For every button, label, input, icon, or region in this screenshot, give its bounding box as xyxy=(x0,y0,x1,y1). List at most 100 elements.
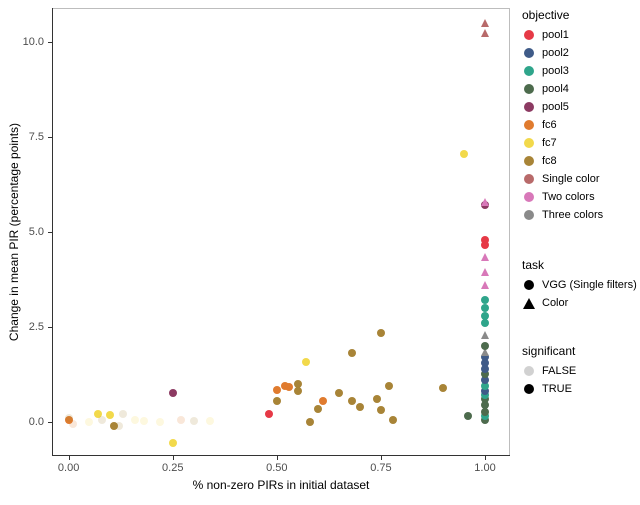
data-point xyxy=(348,397,356,405)
data-point xyxy=(119,410,127,418)
x-tick-mark xyxy=(69,456,70,460)
legend-swatch xyxy=(522,154,536,168)
data-point xyxy=(106,411,114,419)
legend-swatch xyxy=(522,100,536,114)
legend-label: pool2 xyxy=(542,47,569,59)
legend-label: Two colors xyxy=(542,191,595,203)
y-axis-line xyxy=(52,8,53,456)
data-point xyxy=(294,380,302,388)
legend-item: pool4 xyxy=(522,80,603,98)
legend-swatch xyxy=(522,382,536,396)
legend-swatch xyxy=(522,136,536,150)
data-point xyxy=(285,383,293,391)
data-point xyxy=(306,418,314,426)
x-tick-label: 0.00 xyxy=(58,462,79,474)
data-point xyxy=(481,296,489,304)
data-point xyxy=(481,29,489,37)
scatter-chart: % non-zero PIRs in initial dataset Chang… xyxy=(0,0,640,505)
legend-label: pool1 xyxy=(542,29,569,41)
legend-swatch xyxy=(522,364,536,378)
legend-item: Single color xyxy=(522,170,603,188)
data-point xyxy=(265,410,273,418)
legend-item: pool3 xyxy=(522,62,603,80)
legend-item: pool2 xyxy=(522,44,603,62)
y-tick-label: 5.0 xyxy=(14,226,44,238)
legend-task-title: task xyxy=(522,258,637,272)
data-point xyxy=(481,331,489,339)
y-tick-mark xyxy=(48,232,52,233)
x-tick-mark xyxy=(381,456,382,460)
data-point xyxy=(481,281,489,289)
x-tick-label: 0.25 xyxy=(162,462,183,474)
data-point xyxy=(69,420,77,428)
x-tick-mark xyxy=(277,456,278,460)
legend-item: fc7 xyxy=(522,134,603,152)
data-point xyxy=(460,150,468,158)
legend-item: fc6 xyxy=(522,116,603,134)
data-point xyxy=(140,417,148,425)
x-tick-label: 1.00 xyxy=(474,462,495,474)
data-point xyxy=(439,384,447,392)
data-point xyxy=(373,395,381,403)
data-point xyxy=(169,389,177,397)
data-point xyxy=(356,403,364,411)
x-tick-label: 0.50 xyxy=(266,462,287,474)
data-point xyxy=(481,236,489,244)
legend-label: fc7 xyxy=(542,137,557,149)
legend-label: TRUE xyxy=(542,383,572,395)
legend-item: Color xyxy=(522,294,637,312)
legend-item: VGG (Single filters) xyxy=(522,276,637,294)
y-tick-mark xyxy=(48,42,52,43)
data-point xyxy=(481,198,489,206)
data-point xyxy=(377,406,385,414)
x-axis-line xyxy=(52,455,510,456)
legend-objective: objective pool1pool2pool3pool4pool5fc6fc… xyxy=(522,8,603,224)
legend-swatch xyxy=(522,46,536,60)
data-point xyxy=(348,349,356,357)
legend-swatch xyxy=(522,296,536,310)
legend-label: pool4 xyxy=(542,83,569,95)
data-point xyxy=(377,329,385,337)
legend-item: pool5 xyxy=(522,98,603,116)
data-point xyxy=(314,405,322,413)
legend-item: fc8 xyxy=(522,152,603,170)
data-point xyxy=(481,319,489,327)
data-point xyxy=(294,387,302,395)
legend-label: VGG (Single filters) xyxy=(542,279,637,291)
legend-item: Three colors xyxy=(522,206,603,224)
legend-label: fc8 xyxy=(542,155,557,167)
data-point xyxy=(206,417,214,425)
legend-item: pool1 xyxy=(522,26,603,44)
legend-item: FALSE xyxy=(522,362,576,380)
legend-label: fc6 xyxy=(542,119,557,131)
data-point xyxy=(85,418,93,426)
data-point xyxy=(464,412,472,420)
legend-swatch xyxy=(522,190,536,204)
legend-label: pool5 xyxy=(542,101,569,113)
data-point xyxy=(156,418,164,426)
legend-swatch xyxy=(522,172,536,186)
plot-area xyxy=(52,8,510,456)
data-point xyxy=(319,397,327,405)
data-point xyxy=(131,416,139,424)
x-tick-mark xyxy=(173,456,174,460)
legend-label: Color xyxy=(542,297,568,309)
data-point xyxy=(481,342,489,350)
legend-swatch xyxy=(522,118,536,132)
y-tick-mark xyxy=(48,137,52,138)
data-point xyxy=(302,358,310,366)
legend-swatch xyxy=(522,28,536,42)
legend-swatch xyxy=(522,64,536,78)
y-tick-label: 7.5 xyxy=(14,131,44,143)
y-tick-mark xyxy=(48,422,52,423)
data-point xyxy=(389,416,397,424)
data-point xyxy=(169,439,177,447)
data-point xyxy=(481,268,489,276)
legend-task: task VGG (Single filters) Color xyxy=(522,258,637,312)
y-tick-mark xyxy=(48,327,52,328)
legend-swatch xyxy=(522,82,536,96)
legend-label: FALSE xyxy=(542,365,576,377)
legend-swatch xyxy=(522,278,536,292)
legend-significant: significant FALSETRUE xyxy=(522,344,576,398)
data-point xyxy=(481,304,489,312)
